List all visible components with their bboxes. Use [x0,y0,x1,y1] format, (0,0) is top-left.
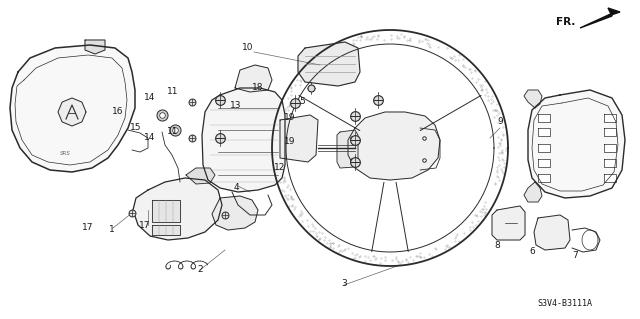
Text: 17: 17 [83,224,93,233]
Text: 17: 17 [140,220,151,229]
Text: 14: 14 [144,133,156,143]
Polygon shape [202,88,285,192]
Polygon shape [235,65,272,92]
Text: 2: 2 [197,265,203,275]
Polygon shape [538,159,550,167]
Polygon shape [10,45,135,172]
Polygon shape [604,174,616,182]
Polygon shape [186,168,215,184]
Text: 3: 3 [341,279,347,288]
Polygon shape [604,159,616,167]
Text: 12: 12 [275,164,285,173]
Polygon shape [152,225,180,235]
Polygon shape [534,215,570,250]
Text: 11: 11 [167,128,179,137]
Text: 15: 15 [131,123,141,132]
Polygon shape [298,42,360,86]
Text: 5: 5 [299,98,305,107]
Text: 10: 10 [243,43,253,53]
Polygon shape [604,114,616,122]
Text: 1: 1 [109,226,115,234]
Text: 6: 6 [529,248,535,256]
Text: 9: 9 [497,117,503,127]
Polygon shape [524,90,542,108]
Polygon shape [348,112,440,180]
Polygon shape [492,206,525,240]
Polygon shape [538,128,550,136]
Polygon shape [538,174,550,182]
Text: FR.: FR. [556,17,575,27]
Text: 14: 14 [144,93,156,102]
Text: SRS: SRS [60,151,70,156]
Polygon shape [337,130,358,168]
Text: 8: 8 [494,241,500,249]
Text: 7: 7 [572,251,578,261]
Polygon shape [280,115,318,162]
Polygon shape [538,144,550,152]
Text: 4: 4 [233,183,239,192]
Text: 16: 16 [112,108,124,116]
Polygon shape [524,182,542,202]
Polygon shape [212,196,258,230]
Polygon shape [152,200,180,222]
Text: S3V4-B3111A: S3V4-B3111A [538,299,593,308]
Polygon shape [604,144,616,152]
Polygon shape [580,8,620,28]
Polygon shape [538,114,550,122]
Polygon shape [133,178,222,240]
Text: 19: 19 [284,114,296,122]
Polygon shape [85,40,105,54]
Text: 19: 19 [284,137,296,146]
Text: 11: 11 [167,87,179,97]
Text: 13: 13 [230,100,242,109]
Polygon shape [604,128,616,136]
Polygon shape [528,90,625,198]
Polygon shape [58,98,86,126]
Text: 18: 18 [252,84,264,93]
